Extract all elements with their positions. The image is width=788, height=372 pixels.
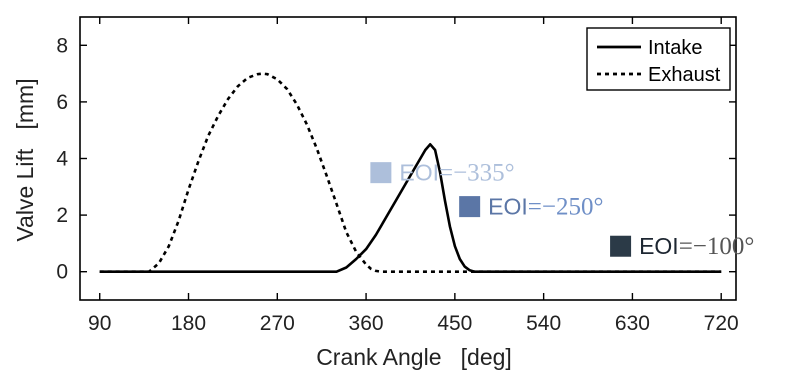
series-line-exhaust <box>99 72 722 274</box>
y-tick-label: 2 <box>56 204 68 227</box>
x-tick-label: 90 <box>88 312 111 335</box>
eoi-annotation-text: EOI=−250° <box>488 194 603 221</box>
eoi-value: =−100° <box>679 233 755 260</box>
eoi-label: EOI <box>639 233 679 259</box>
x-tick-label: 450 <box>437 312 472 335</box>
y-tick-label: 6 <box>56 91 68 114</box>
legend-box <box>586 27 731 91</box>
eoi-annotations: EOI=−335°EOI=−250°EOI=−100° <box>370 160 754 260</box>
legend: Intake Exhaust <box>586 27 731 91</box>
eoi-annotation-text: EOI=−335° <box>399 160 514 187</box>
x-tick-label: 540 <box>526 312 561 335</box>
x-axis-ticks: 90 180 270 360 450 540 630 720 <box>88 17 739 335</box>
x-tick-label: 270 <box>260 312 295 335</box>
eoi-annotation-text: EOI=−100° <box>639 233 754 260</box>
series-layer <box>99 72 722 274</box>
x-tick-label: 630 <box>615 312 650 335</box>
x-tick-label: 720 <box>704 312 739 335</box>
series-line-intake <box>99 143 722 274</box>
eoi-label: EOI <box>488 194 528 220</box>
x-axis-title: Crank Angle [deg] <box>316 344 512 370</box>
eoi-marker <box>370 162 392 184</box>
legend-intake-label: Intake <box>648 37 702 59</box>
eoi-value: =−335° <box>439 160 515 187</box>
y-axis-ticks: 0 2 4 6 8 <box>56 34 736 284</box>
y-tick-label: 0 <box>56 261 68 284</box>
x-tick-label: 360 <box>349 312 384 335</box>
eoi-value: =−250° <box>528 194 604 221</box>
y-tick-label: 4 <box>56 148 68 171</box>
eoi-label: EOI <box>399 160 439 186</box>
x-tick-label: 180 <box>171 312 206 335</box>
eoi-marker <box>459 196 481 218</box>
y-tick-label: 8 <box>56 34 68 57</box>
legend-exhaust-label: Exhaust <box>648 64 721 86</box>
eoi-marker <box>610 235 632 257</box>
y-axis-title: Valve Lift [mm] <box>12 78 38 241</box>
